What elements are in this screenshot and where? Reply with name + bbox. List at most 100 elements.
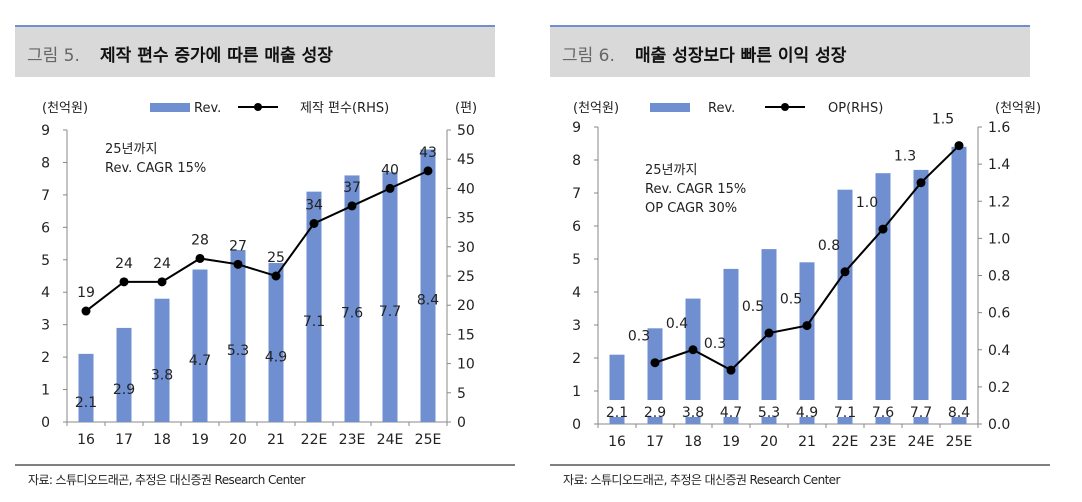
y2-tick-label: 5 (457, 386, 466, 402)
y-tick-label: 0 (572, 417, 581, 433)
bar-label-bg (829, 400, 861, 417)
line-value-label: 34 (305, 197, 323, 213)
x-tick-label: 21 (798, 434, 816, 450)
bar-value-label: 3.8 (151, 367, 173, 383)
x-tick-label: 23E (870, 434, 897, 450)
y2-tick-label: 40 (457, 181, 475, 197)
y2-tick-label: 1.0 (988, 231, 1010, 247)
bar-value-label: 2.9 (644, 405, 666, 421)
legend-label: OP(RHS) (828, 101, 883, 116)
line-value-label: 24 (115, 256, 133, 272)
y2-tick-label: 1.2 (988, 194, 1010, 210)
line-point (764, 328, 774, 338)
x-tick-label: 22E (301, 432, 328, 448)
y2-tick-label: 45 (457, 152, 475, 168)
bar (420, 149, 436, 422)
line-point (802, 321, 812, 331)
line-value-label: 0.3 (628, 329, 650, 345)
source-note: 자료: 스튜디오드래곤, 추정은 대신증권 Research Center (28, 473, 305, 487)
bar (344, 175, 360, 422)
bar (230, 250, 246, 422)
y-tick-label: 3 (572, 318, 581, 334)
y2-tick-label: 0.0 (988, 417, 1010, 433)
legend-bar-swatch (150, 103, 190, 112)
bar-value-label: 7.7 (910, 405, 932, 421)
bar-value-label: 4.9 (265, 350, 287, 366)
y-tick-label: 3 (41, 318, 50, 334)
bar-value-label: 7.7 (379, 304, 401, 320)
y2-tick-label: 25 (457, 269, 475, 285)
y-tick-label: 1 (41, 383, 50, 399)
y-tick-label: 9 (41, 123, 50, 139)
y2-tick-label: 0.8 (988, 269, 1010, 285)
left-unit-label: (천억원) (42, 101, 88, 116)
line-value-label: 24 (153, 256, 171, 272)
bar-value-label: 8.4 (417, 293, 439, 309)
bar-label-bg (905, 400, 937, 417)
line-value-label: 0.3 (704, 336, 726, 352)
legend-label: Rev. (194, 101, 221, 116)
y-tick-label: 2 (41, 350, 50, 366)
source-note: 자료: 스튜디오드래곤, 추정은 대신증권 Research Center (563, 473, 840, 487)
x-tick-label: 21 (267, 432, 285, 448)
annotation: 25년까지 (105, 142, 157, 157)
x-tick-label: 20 (760, 434, 778, 450)
y-tick-label: 1 (572, 384, 581, 400)
y2-tick-label: 10 (457, 357, 475, 373)
line-value-label: 43 (419, 145, 437, 161)
annotation: 25년까지 (645, 163, 697, 178)
figure-6: 그림 6. 매출 성장보다 빠른 이익 성장 0 1 2 3 4 5 6 7 8 9 0.0 0.2 0… (535, 0, 1055, 502)
bar (306, 191, 322, 422)
bar (192, 269, 208, 422)
bar-value-label: 4.9 (796, 405, 818, 421)
annotation: OP CAGR 30% (645, 201, 737, 216)
bar-value-label: 7.6 (341, 306, 363, 322)
bar-value-label: 2.9 (113, 382, 135, 398)
y-tick-label: 9 (572, 120, 581, 136)
y-tick-label: 4 (572, 285, 581, 301)
bar (268, 263, 284, 422)
line-value-label: 19 (77, 285, 95, 301)
legend-label: Rev. (708, 101, 735, 116)
line-value-label: 0.8 (818, 238, 840, 254)
bar (913, 169, 929, 424)
bar (78, 353, 94, 422)
y-tick-label: 5 (41, 253, 50, 269)
y-tick-label: 7 (572, 186, 581, 202)
x-tick-label: 17 (115, 432, 133, 448)
chart-6: 0 1 2 3 4 5 6 7 8 9 0.0 0.2 0.4 0.6 0.8 1.0 1.2 1.4 1.6 16 1… (572, 101, 1041, 450)
y2-tick-label: 0.4 (988, 343, 1010, 359)
y2-tick-label: 1.4 (988, 157, 1010, 173)
bar-value-label: 3.8 (682, 405, 704, 421)
line-point (195, 253, 205, 263)
bar (382, 172, 398, 422)
bar (875, 173, 891, 424)
legend-bar-swatch (650, 103, 690, 112)
bar (685, 298, 701, 424)
legend-marker (781, 103, 789, 111)
bar (951, 146, 967, 425)
x-tick-label: 20 (229, 432, 247, 448)
y2-tick-label: 0.2 (988, 380, 1010, 396)
line-point (423, 166, 433, 176)
y-tick-label: 4 (41, 285, 50, 301)
bar-label-bg (677, 400, 709, 417)
line-point (271, 271, 281, 281)
bar-label-bg (943, 400, 975, 417)
line-value-label: 1.0 (856, 195, 878, 211)
y2-tick-label: 20 (457, 298, 475, 314)
line-value-label: 27 (229, 238, 247, 254)
line-point (385, 183, 395, 193)
line-point (233, 259, 243, 269)
figure-5: 그림 5. 제작 편수 증가에 따른 매출 성장 0 1 2 3 4 5 6 7 8 9 0 5 10 1… (0, 0, 520, 502)
bar-value-label: 5.3 (758, 405, 780, 421)
x-tick-label: 25E (946, 434, 973, 450)
bar-value-label: 8.4 (948, 405, 970, 421)
bar-value-label: 2.1 (75, 395, 97, 411)
y-tick-label: 2 (572, 351, 581, 367)
y2-tick-label: 1.6 (988, 120, 1010, 136)
bar (116, 327, 132, 422)
bar-label-bg (867, 400, 899, 417)
y-tick-label: 6 (572, 219, 581, 235)
bar-value-label: 7.1 (303, 314, 325, 330)
